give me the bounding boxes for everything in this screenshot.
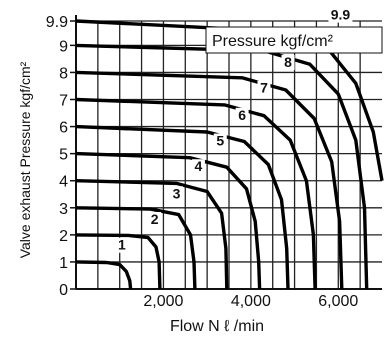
y-tick-labels: 0 1 2 3 4 5 6 7 8 9 9.9 [46,14,76,299]
curve-label: 9.9 [331,7,351,23]
curve-label-bg [257,80,271,96]
y-tick-label: 8 [59,65,68,82]
y-tick-label: 6 [59,120,68,137]
curve-label: 2 [151,211,159,227]
legend-title: Pressure kgf/cm² [212,33,334,50]
curve-2 [75,233,162,290]
x-axis-label: Flow N ℓ /min [170,318,264,335]
y-tick-label: 9 [59,38,68,55]
curve-label-bg [191,159,205,175]
curve-label: 3 [173,185,181,201]
y-tick-label: 4 [59,174,68,191]
curve-label-bg [148,212,162,228]
x-tick-label: 4,000 [231,293,271,310]
curve-1 [75,260,133,290]
y-tick-label: 9.9 [46,14,68,31]
y-tick-label: 5 [59,147,68,164]
curve-label: 7 [260,80,268,96]
y-tick-label: 0 [59,282,68,299]
curve-label-bg [235,107,249,123]
curve-label-bg [213,133,227,149]
curve-label: 6 [238,107,246,123]
legend-box [205,26,383,54]
curve-7 [75,97,317,290]
curve-label-bg [328,7,353,23]
y-axis-label: Valve exhaust Pressure kgf/cm² [17,61,33,258]
curve-8 [75,70,344,290]
curve-label: 8 [284,54,292,70]
y-tick-label: 2 [59,228,68,245]
curve-label-bg [170,186,184,202]
curve-3 [75,206,197,290]
y-tick-label: 3 [59,201,68,218]
y-tick-label: 1 [59,255,68,272]
curve-label-bg [115,237,129,253]
curve-6 [75,124,290,290]
y-tick-label: 7 [59,93,68,110]
curve-label: 5 [216,133,224,149]
curve-label: 1 [118,237,126,253]
curve-label: 4 [195,158,203,174]
curve-4 [75,179,229,290]
x-tick-label: 2,000 [143,293,183,310]
curve-5 [75,151,262,290]
x-tick-labels: 2,000 4,000 6,000 [143,293,358,310]
curve-label-bg [281,55,295,71]
x-tick-label: 6,000 [318,293,358,310]
